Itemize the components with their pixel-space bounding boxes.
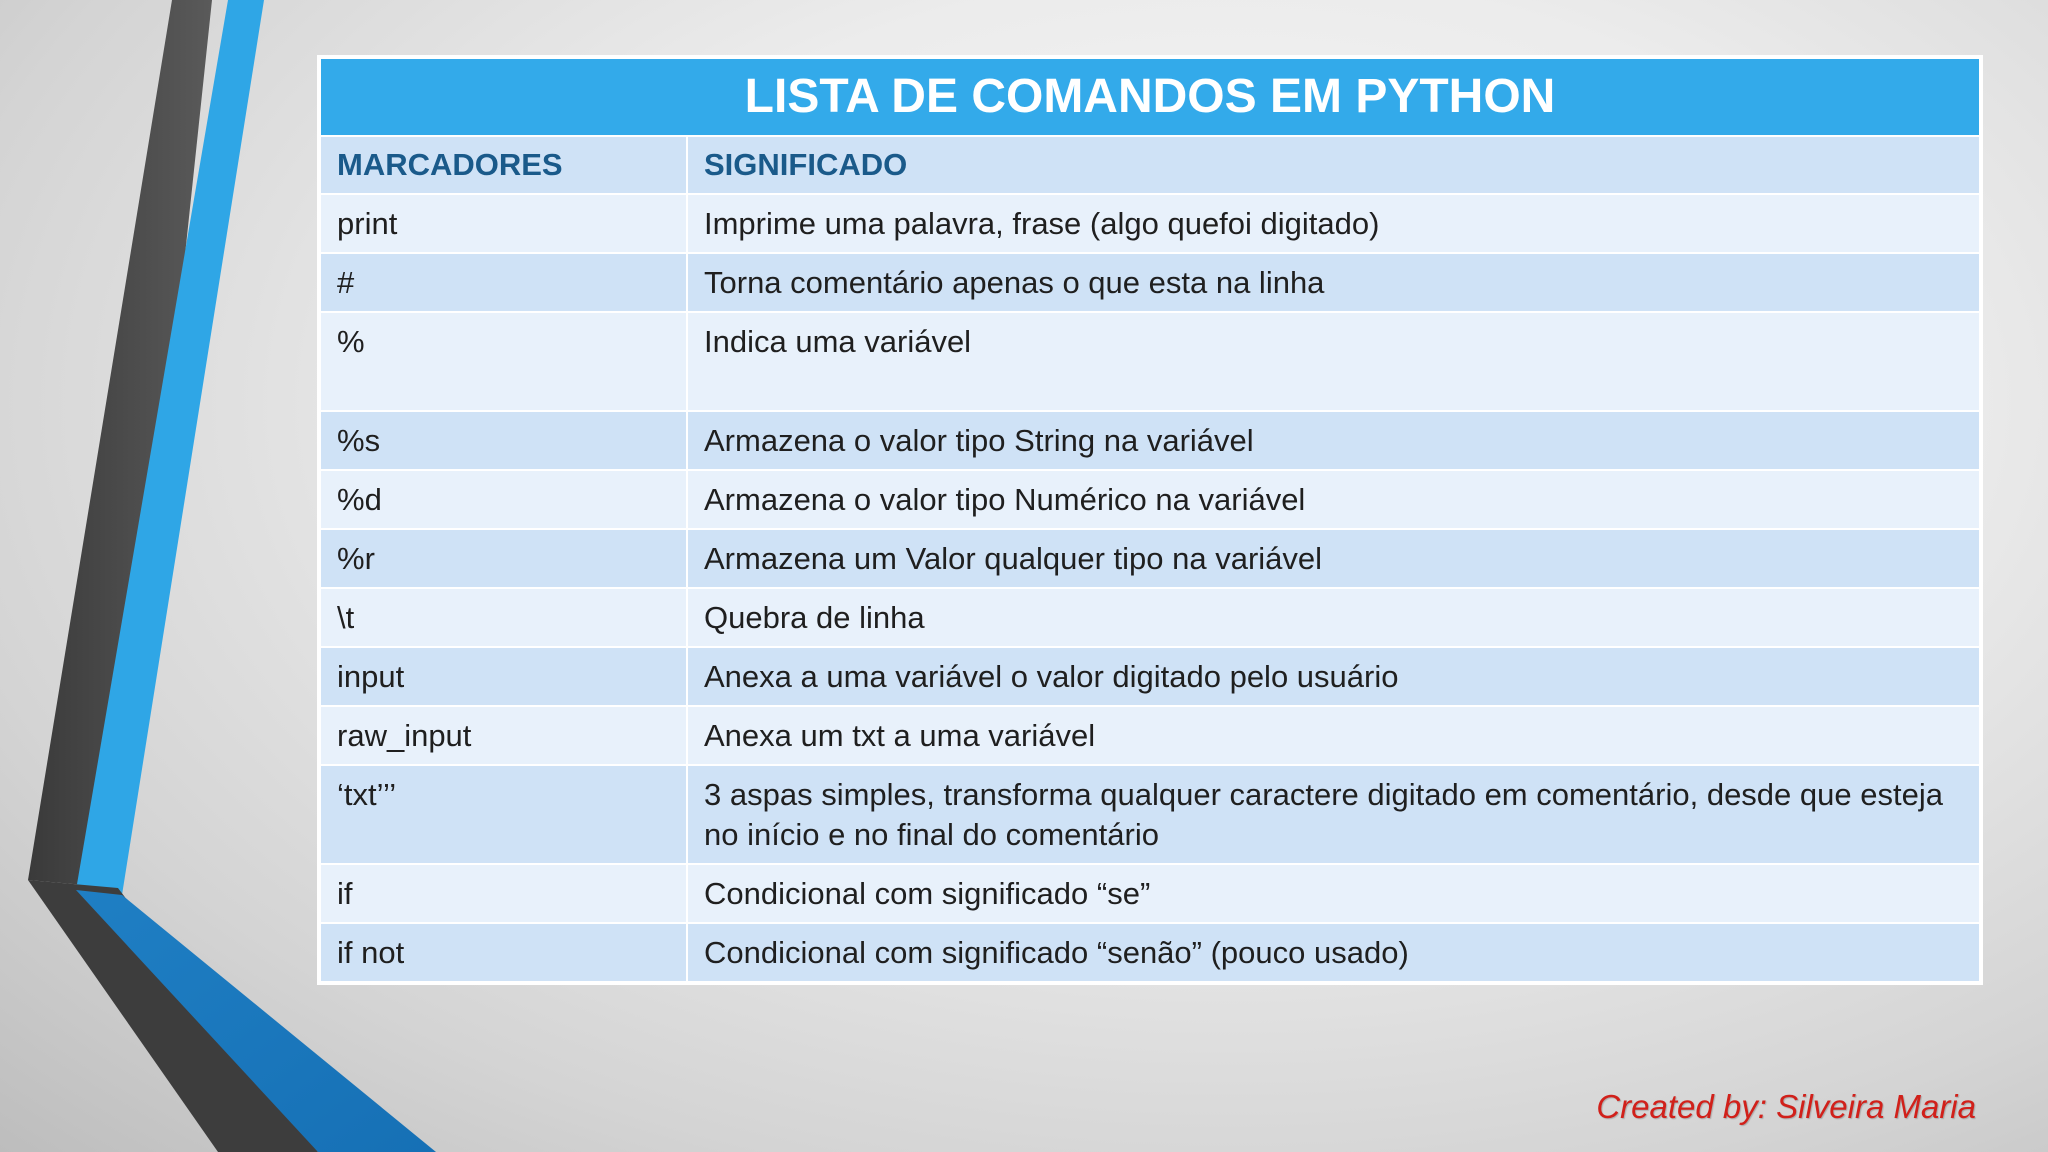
marker-cell: %: [319, 311, 688, 412]
column-header-meaning: SIGNIFICADO: [686, 135, 1981, 195]
meaning-cell: Condicional com significado “se”: [686, 863, 1981, 924]
marker-cell: if not: [319, 922, 688, 983]
marker-cell: %s: [319, 410, 688, 471]
commands-table: LISTA DE COMANDOS EM PYTHON MARCADORES S…: [319, 57, 1981, 983]
marker-cell: raw_input: [319, 705, 688, 766]
table-row: %s Armazena o valor tipo String na variá…: [319, 410, 1981, 471]
blue-stripe: [76, 0, 264, 895]
marker-cell: print: [319, 193, 688, 254]
marker-cell: %d: [319, 469, 688, 530]
column-header-markers: MARCADORES: [319, 135, 688, 195]
table-title-row: LISTA DE COMANDOS EM PYTHON: [319, 57, 1981, 137]
marker-cell: if: [319, 863, 688, 924]
table-row: if Condicional com significado “se”: [319, 863, 1981, 924]
table-row: # Torna comentário apenas o que esta na …: [319, 252, 1981, 313]
meaning-cell: Armazena o valor tipo Numérico na variáv…: [686, 469, 1981, 530]
table-title: LISTA DE COMANDOS EM PYTHON: [319, 57, 1981, 137]
meaning-cell: Condicional com significado “senão” (pou…: [686, 922, 1981, 983]
meaning-cell: Torna comentário apenas o que esta na li…: [686, 252, 1981, 313]
gray-stripe-lower: [28, 880, 318, 1152]
meaning-cell: Anexa um txt a uma variável: [686, 705, 1981, 766]
table-header-row: MARCADORES SIGNIFICADO: [319, 135, 1981, 195]
meaning-cell: 3 aspas simples, transforma qualquer car…: [686, 764, 1981, 865]
marker-cell: ‘txt’’’: [319, 764, 688, 865]
marker-cell: #: [319, 252, 688, 313]
table-row: raw_input Anexa um txt a uma variável: [319, 705, 1981, 766]
table-row: \t Quebra de linha: [319, 587, 1981, 648]
table-row: %d Armazena o valor tipo Numérico na var…: [319, 469, 1981, 530]
meaning-cell: Quebra de linha: [686, 587, 1981, 648]
marker-cell: %r: [319, 528, 688, 589]
table-row: print Imprime uma palavra, frase (algo q…: [319, 193, 1981, 254]
table-row: %r Armazena um Valor qualquer tipo na va…: [319, 528, 1981, 589]
meaning-cell: Anexa a uma variável o valor digitado pe…: [686, 646, 1981, 707]
table-row: input Anexa a uma variável o valor digit…: [319, 646, 1981, 707]
author-credit: Created by: Silveira Maria: [1596, 1088, 1976, 1125]
meaning-cell: Armazena o valor tipo String na variável: [686, 410, 1981, 471]
meaning-cell: Indica uma variável: [686, 311, 1981, 412]
table-row: if not Condicional com significado “senã…: [319, 922, 1981, 983]
blue-stripe-lower: [76, 890, 436, 1152]
meaning-cell: Armazena um Valor qualquer tipo na variá…: [686, 528, 1981, 589]
marker-cell: input: [319, 646, 688, 707]
meaning-cell: Imprime uma palavra, frase (algo quefoi …: [686, 193, 1981, 254]
table-row: ‘txt’’’ 3 aspas simples, transforma qual…: [319, 764, 1981, 865]
table-row: % Indica uma variável: [319, 311, 1981, 412]
marker-cell: \t: [319, 587, 688, 648]
gray-stripe: [28, 0, 212, 888]
